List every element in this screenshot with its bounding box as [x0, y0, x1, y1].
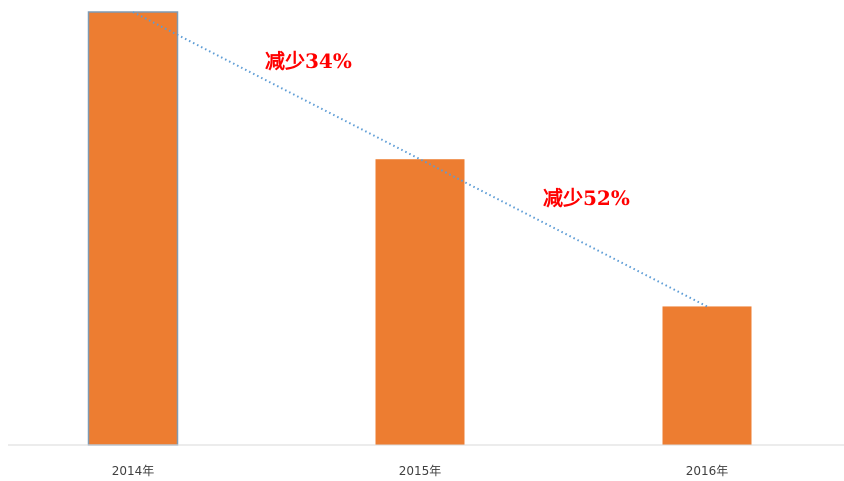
annotation-decrease-1: 减少34% — [265, 49, 352, 73]
bar-2 — [375, 159, 465, 445]
x-tick-label-1: 2014年 — [112, 464, 155, 478]
x-tick-label-3: 2016年 — [686, 464, 729, 478]
bar-1 — [87, 11, 179, 446]
bars-group — [87, 11, 752, 446]
annotation-decrease-2: 减少52% — [543, 186, 630, 210]
x-tick-label-2: 2015年 — [399, 464, 442, 478]
x-axis-ticks: 2014年 2015年 2016年 — [112, 464, 729, 478]
bar-3 — [662, 306, 752, 445]
